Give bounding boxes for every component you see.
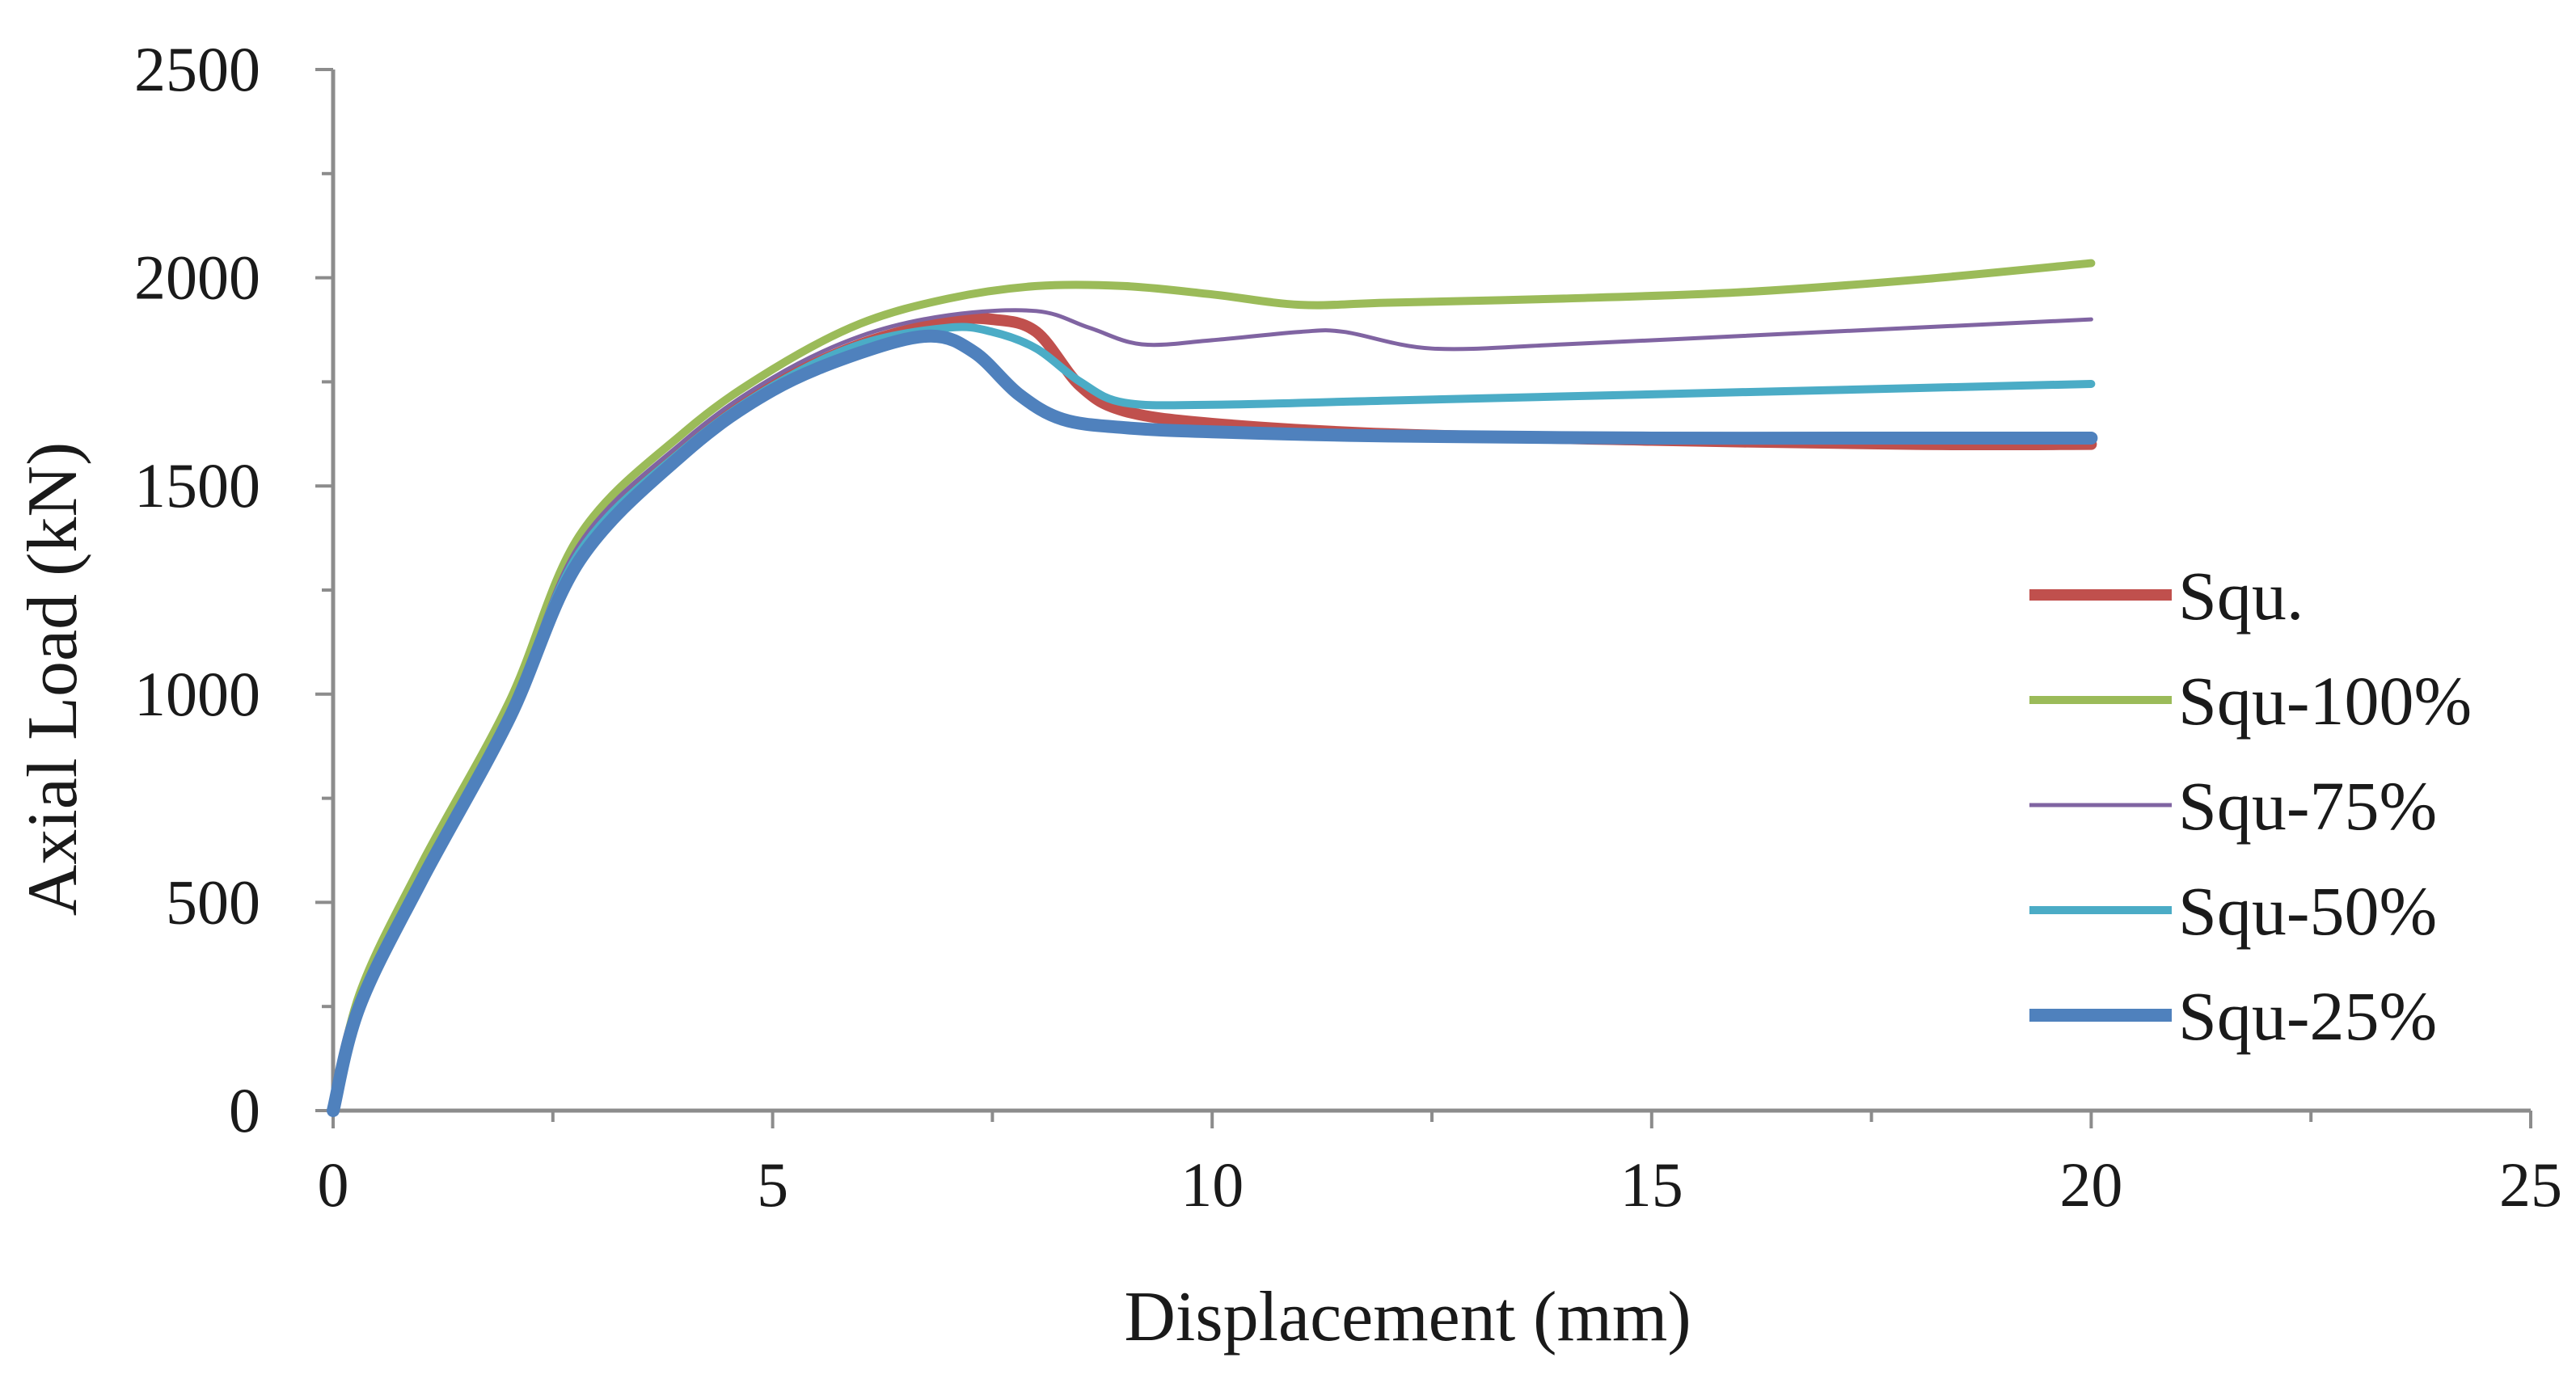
ticks: 0 500 1000 1500 2000 2500 0 5 10 15 20 25 (134, 34, 2562, 1220)
y-tick-label: 1500 (134, 450, 260, 521)
y-axis-title: Axial Load (kN) (14, 442, 92, 916)
x-tick-label: 25 (2499, 1149, 2562, 1220)
legend-label-squ: Squ. (2178, 557, 2304, 635)
legend-label-squ-100: Squ-100% (2178, 662, 2472, 740)
y-tick-label: 500 (166, 866, 260, 937)
x-tick-label: 10 (1180, 1149, 1244, 1220)
x-tick-label: 15 (1620, 1149, 1683, 1220)
legend-label-squ-75: Squ-75% (2178, 767, 2437, 845)
x-tick-label: 5 (757, 1149, 788, 1220)
legend-label-squ-25: Squ-25% (2178, 977, 2437, 1055)
y-tick-label: 2500 (134, 34, 260, 104)
plot-area: 0 500 1000 1500 2000 2500 0 5 10 15 20 25 (134, 34, 2562, 1220)
legend: Squ. Squ-100% Squ-75% Squ-50% Squ-25% (2029, 557, 2472, 1055)
legend-label-squ-50: Squ-50% (2178, 872, 2437, 950)
series-line-squ-25 (327, 329, 2098, 1117)
series-group (327, 259, 2098, 1117)
x-tick-label: 20 (2059, 1149, 2122, 1220)
y-tick-label: 2000 (134, 242, 260, 313)
y-tick-label: 1000 (134, 659, 260, 729)
x-tick-label: 0 (318, 1149, 349, 1220)
series-line-squ-100 (329, 259, 2096, 1115)
x-axis-title: Displacement (mm) (1124, 1278, 1691, 1356)
y-tick-label: 0 (229, 1075, 260, 1145)
